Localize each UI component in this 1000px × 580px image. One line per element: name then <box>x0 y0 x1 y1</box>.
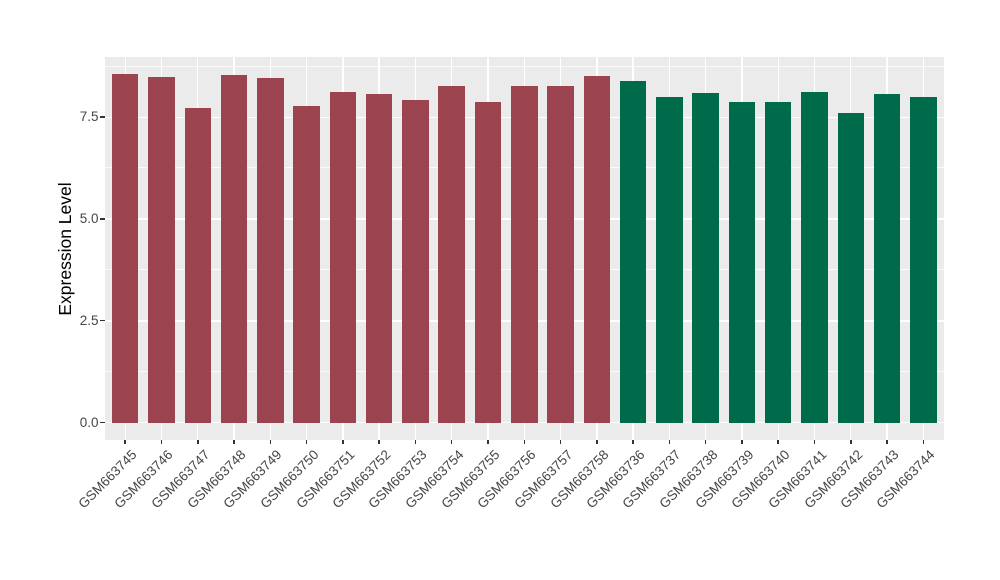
x-tick-mark <box>450 439 453 444</box>
x-tick-mark <box>922 439 925 444</box>
y-tick-label: 5.0 <box>79 210 99 226</box>
bar-GSM663756 <box>511 85 538 423</box>
bar-GSM663746 <box>148 77 175 423</box>
y-tick-mark <box>100 218 105 220</box>
x-tick-mark <box>668 439 671 444</box>
bar-GSM663747 <box>184 108 211 423</box>
x-tick-mark <box>632 439 634 444</box>
bar-GSM663737 <box>656 96 683 423</box>
x-tick-mark <box>559 439 562 444</box>
bar-GSM663749 <box>257 78 284 423</box>
x-tick-mark <box>233 439 235 444</box>
bar-GSM663736 <box>619 81 647 423</box>
x-tick-mark <box>523 439 526 444</box>
bar-GSM663753 <box>402 100 429 423</box>
x-tick-mark <box>777 439 779 444</box>
x-tick-mark <box>487 439 489 444</box>
x-tick-mark <box>378 439 380 444</box>
x-tick-mark <box>197 439 199 444</box>
x-tick-mark <box>124 439 126 444</box>
y-tick-label: 0.0 <box>79 414 99 430</box>
x-tick-mark <box>596 439 598 444</box>
x-tick-mark <box>850 439 852 444</box>
bar-GSM663739 <box>728 101 756 423</box>
bar-GSM663740 <box>764 101 792 423</box>
bar-GSM663755 <box>474 101 502 423</box>
plot-panel <box>104 57 944 440</box>
x-tick-mark <box>160 439 163 444</box>
x-tick-mark <box>813 439 816 444</box>
bar-GSM663757 <box>547 86 574 423</box>
bar-GSM663748 <box>220 74 248 423</box>
bar-GSM663745 <box>111 73 139 423</box>
y-tick-mark <box>100 116 105 118</box>
y-tick-label: 7.5 <box>79 109 99 125</box>
y-tick-mark <box>100 319 105 322</box>
x-tick-mark <box>704 439 707 444</box>
bar-GSM663751 <box>329 92 357 423</box>
bar-GSM663758 <box>583 75 611 423</box>
y-tick-label: 2.5 <box>79 312 99 328</box>
bar-GSM663744 <box>910 96 937 423</box>
bar-GSM663738 <box>692 93 719 423</box>
bar-GSM663742 <box>837 112 865 423</box>
x-tick-mark <box>886 439 888 444</box>
y-tick-mark <box>100 421 105 424</box>
bar-GSM663750 <box>293 105 320 423</box>
bar-GSM663741 <box>801 92 828 423</box>
bar-GSM663743 <box>873 94 901 423</box>
x-tick-mark <box>414 439 417 444</box>
x-tick-mark <box>342 439 344 444</box>
x-tick-mark <box>741 439 743 444</box>
bar-GSM663754 <box>438 86 465 423</box>
x-tick-mark <box>269 439 272 444</box>
x-tick-mark <box>305 439 308 444</box>
bar-GSM663752 <box>365 93 393 423</box>
